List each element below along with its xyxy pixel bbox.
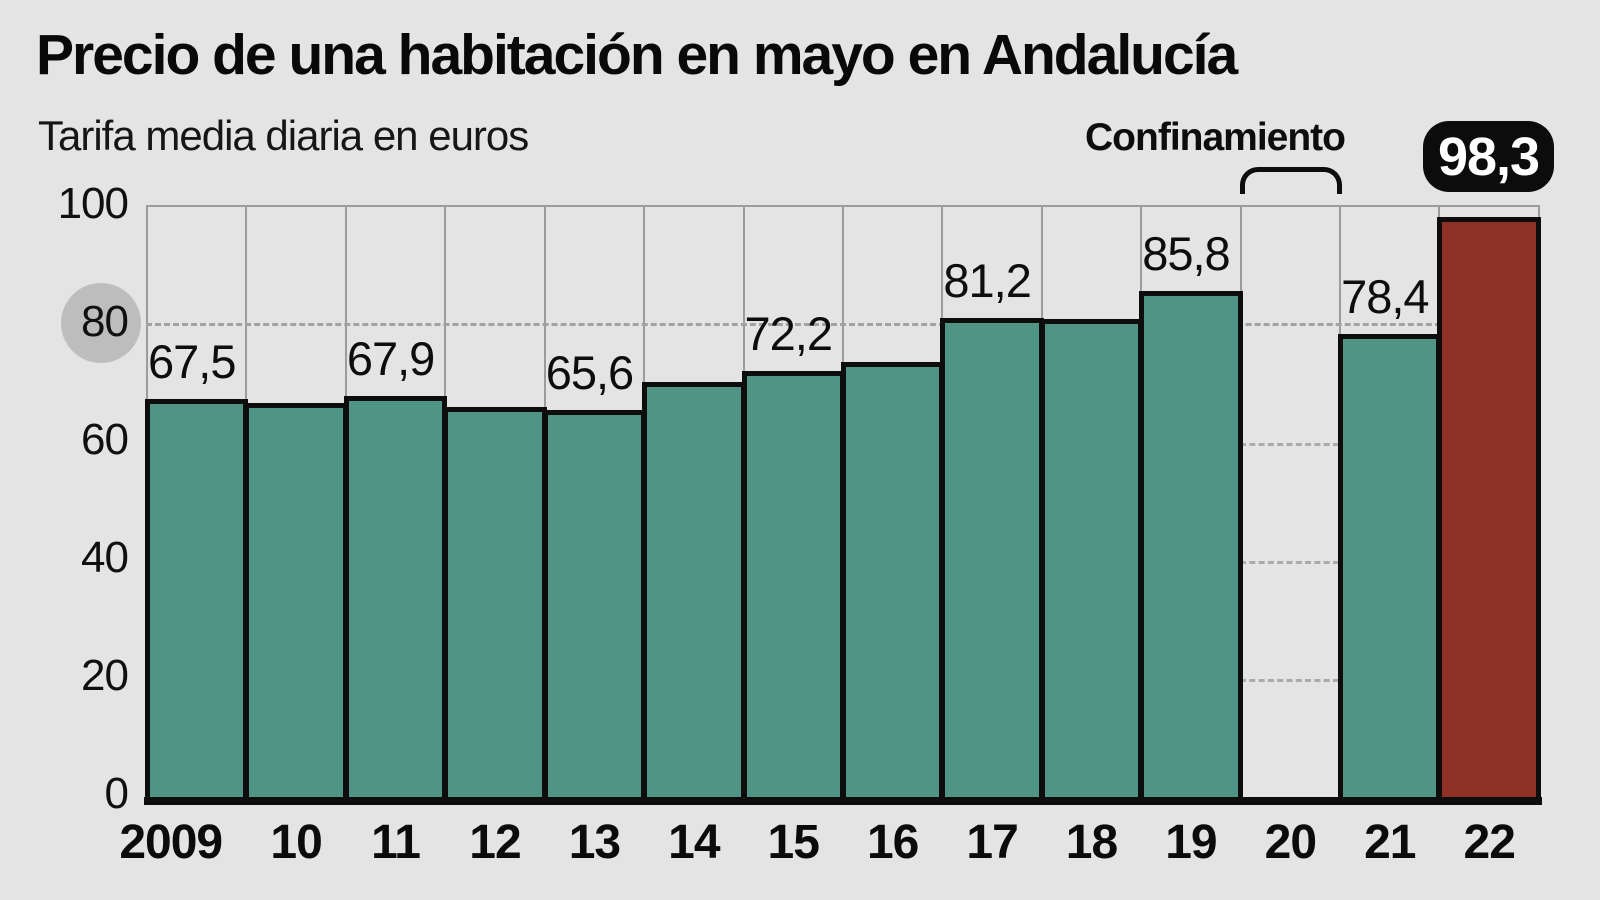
- x-axis-label-2009: 2009: [119, 816, 223, 869]
- bar-value-label-21: 78,4: [1341, 270, 1429, 324]
- page-subtitle: Tarifa media diaria en euros: [38, 112, 529, 159]
- bar-15: [741, 371, 845, 797]
- bar-value-label-2009: 67,5: [148, 334, 236, 388]
- bar-2009: [145, 398, 249, 797]
- y-tick-80: 80: [81, 297, 129, 346]
- bar-12: [443, 407, 547, 797]
- chart-column-11: 67,9 11: [343, 207, 448, 869]
- bar-14: [642, 382, 746, 797]
- bar-11: [343, 396, 448, 797]
- chart-column-21: 78,4 21: [1338, 207, 1442, 869]
- bar-chart-plot: 67,5 2009 10 67,9 11 12 65,6 13 14 72,2 15 16 81,2 17…: [119, 205, 1542, 869]
- x-axis-label-16: 16: [866, 816, 919, 869]
- x-axis-label-12: 12: [469, 816, 521, 869]
- gridline-20-segment: [1239, 679, 1340, 682]
- y-axis: 0 20 40 60 80 100: [0, 179, 129, 818]
- x-axis-label-19: 19: [1165, 816, 1217, 869]
- lockdown-annotation-label: Confinamiento: [1085, 116, 1346, 159]
- x-axis-label-10: 10: [270, 816, 322, 869]
- x-axis-label-20: 20: [1264, 816, 1317, 869]
- y-tick-0: 0: [104, 769, 129, 818]
- plot-columns: 67,5 2009 10 67,9 11 12 65,6 13 14 72,2 15 16 81,2 17…: [119, 207, 1541, 869]
- bar-value-label-19: 85,8: [1142, 226, 1230, 280]
- x-axis-baseline: [144, 797, 1542, 805]
- chart-column-17: 81,2 17: [940, 207, 1044, 869]
- x-axis-label-15: 15: [767, 816, 820, 869]
- chart-column-13: 65,6 13: [542, 207, 647, 869]
- chart-column-12: 12: [443, 207, 547, 869]
- bar-22: [1437, 217, 1541, 797]
- gridline-80-dashed: [146, 323, 1540, 326]
- chart-column-15: 72,2 15: [741, 207, 845, 869]
- bar-18: [1039, 319, 1144, 797]
- bar-16: [840, 361, 945, 797]
- chart-column-20: 20: [1239, 207, 1340, 869]
- y-tick-40: 40: [81, 533, 129, 582]
- chart-column-10: 10: [244, 207, 348, 869]
- bar-value-label-17: 81,2: [943, 253, 1031, 307]
- tick-highlight-circle: [61, 283, 141, 363]
- bar-value-label-13: 65,6: [545, 345, 634, 399]
- y-tick-60: 60: [81, 415, 129, 464]
- y-tick-20: 20: [81, 651, 129, 700]
- chart-column-16: 16: [840, 207, 945, 869]
- bar-19: [1139, 290, 1243, 797]
- chart-column-22: 22: [1437, 207, 1541, 869]
- x-axis-label-18: 18: [1065, 816, 1118, 869]
- x-axis-label-14: 14: [668, 816, 720, 869]
- bar-10: [244, 403, 348, 797]
- chart-column-2009: 67,5 2009: [119, 207, 249, 869]
- bar-13: [542, 409, 647, 797]
- gridline-40-segment: [1239, 561, 1340, 564]
- x-axis-label-21: 21: [1364, 816, 1416, 869]
- lockdown-bracket-icon: [1240, 167, 1342, 194]
- x-axis-label-17: 17: [966, 816, 1018, 869]
- bar-value-label-11: 67,9: [346, 332, 435, 386]
- chart-column-14: 14: [642, 207, 746, 869]
- bar-21: [1338, 334, 1442, 797]
- bar-value-label-15: 72,2: [744, 307, 833, 361]
- x-axis-label-22: 22: [1463, 816, 1515, 869]
- x-axis-label-11: 11: [371, 816, 421, 869]
- gridline-60-segment: [1239, 443, 1340, 446]
- highlight-value-badge: 98,3: [1423, 121, 1554, 192]
- y-tick-100: 100: [57, 179, 129, 228]
- chart-column-19: 85,8 19: [1139, 207, 1243, 869]
- page-title: Precio de una habitación en mayo en Anda…: [36, 23, 1238, 87]
- chart-column-18: 18: [1039, 207, 1144, 869]
- bar-17: [940, 317, 1044, 797]
- x-axis-label-13: 13: [568, 816, 621, 869]
